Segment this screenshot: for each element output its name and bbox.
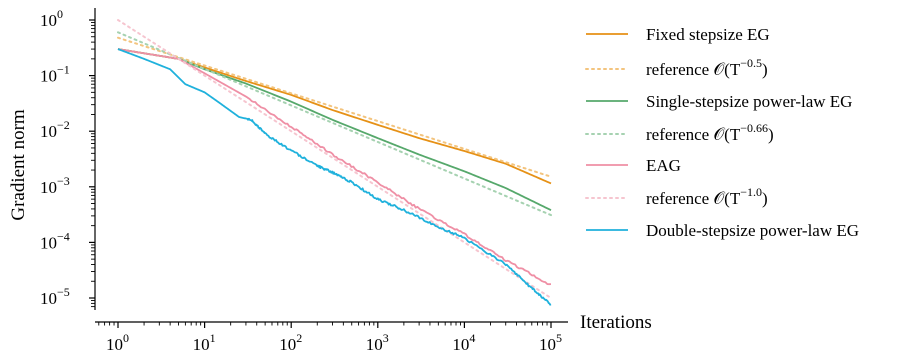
legend-label: reference 𝒪(T−0.5) bbox=[646, 56, 768, 79]
y-tick-label: 10−4 bbox=[40, 229, 70, 252]
series-line-4 bbox=[117, 48, 552, 286]
series-line-1 bbox=[117, 36, 552, 178]
x-tick-label: 104 bbox=[452, 331, 475, 353]
y-tick-label: 10−1 bbox=[40, 63, 70, 86]
legend-label: reference 𝒪(T−0.66) bbox=[646, 121, 774, 144]
legend-label: Single-stepsize power-law EG bbox=[646, 92, 852, 111]
x-tick-label: 101 bbox=[193, 331, 216, 353]
y-tick-label: 10−2 bbox=[40, 118, 70, 141]
axes bbox=[94, 8, 568, 323]
x-tick-label: 100 bbox=[106, 331, 129, 353]
x-tick-label: 103 bbox=[366, 331, 389, 353]
x-tick-label: 102 bbox=[279, 331, 302, 353]
series-line-2 bbox=[117, 48, 552, 211]
x-axis-title: Iterations bbox=[580, 312, 652, 333]
series-line-6 bbox=[117, 48, 552, 306]
legend: Fixed stepsize EG reference 𝒪(T−0.5) Singl… bbox=[585, 25, 859, 240]
y-ticks: 100 10−1 10−2 10−3 10−4 10−5 bbox=[40, 7, 95, 308]
series-line-0 bbox=[117, 48, 552, 185]
legend-label: Fixed stepsize EG bbox=[646, 25, 770, 44]
y-tick-label: 10−3 bbox=[40, 174, 70, 197]
legend-label: EAG bbox=[646, 156, 681, 175]
x-tick-label: 105 bbox=[539, 331, 562, 353]
plot-lines bbox=[117, 19, 552, 306]
series-line-5 bbox=[117, 19, 552, 299]
y-axis-title: Gradient norm bbox=[8, 109, 29, 221]
series-line-3 bbox=[117, 31, 552, 217]
x-ticks: 100 101 102 103 104 105 bbox=[98, 322, 562, 353]
y-tick-label: 100 bbox=[40, 7, 63, 30]
legend-label: reference 𝒪(T−1.0) bbox=[646, 185, 768, 208]
legend-label: Double-stepsize power-law EG bbox=[646, 221, 859, 240]
y-tick-label: 10−5 bbox=[40, 285, 70, 308]
